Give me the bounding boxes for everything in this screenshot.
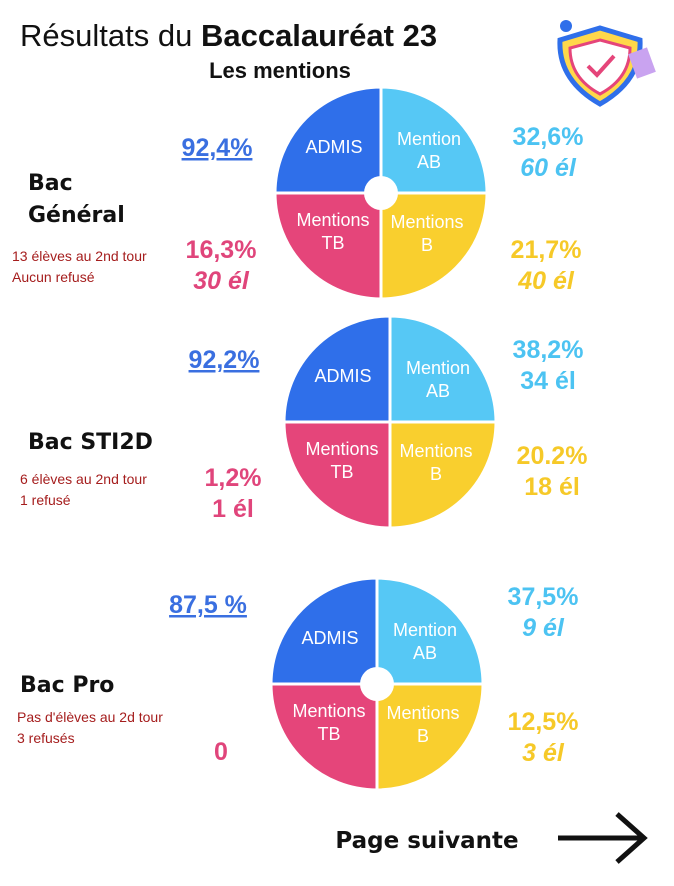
quadrant-label-line: B [421, 235, 433, 255]
quadrant-label: Mention AB [397, 129, 461, 172]
pie-quadrant [273, 191, 383, 301]
section-note: Pas d'élèves au 2d tour [17, 709, 163, 725]
student-count: 18 él [524, 473, 580, 501]
pie-quadrant [375, 682, 485, 792]
quadrant-label-line: Mentions [386, 703, 459, 723]
pie-quadrant [269, 576, 379, 686]
shield-icon [557, 20, 656, 107]
pie-quadrant [388, 314, 498, 424]
pie-quadrant [379, 191, 489, 301]
student-count: 1 él [212, 495, 254, 523]
quadrant-label-line: ADMIS [305, 137, 362, 157]
mention-rate: 0 [214, 738, 228, 766]
quadrant-label: ADMIS [301, 628, 358, 648]
mention-rate: 37,5% [508, 583, 579, 611]
quadrant-label-line: ADMIS [314, 366, 371, 386]
pie-quadrant [269, 682, 379, 792]
quadrant-label: Mentions TB [292, 701, 365, 744]
title: Résultats du Baccalauréat 23 [20, 18, 437, 53]
mention-rate: 32,6% [513, 123, 584, 151]
student-count: 3 él [522, 739, 565, 767]
student-count: 40 él [517, 267, 575, 295]
quadrant-label-line: ADMIS [301, 628, 358, 648]
mention-rate: 20.2% [517, 442, 588, 470]
section: ADMIS Mention AB Mentions TB Mentions B Bac Géné… [12, 85, 584, 301]
mention-rate: 21,7% [511, 236, 582, 264]
admis-rate: 87,5 % [169, 591, 247, 619]
mention-rate: 38,2% [513, 336, 584, 364]
quadrant-label-line: Mention [393, 620, 457, 640]
pie-quadrant [282, 420, 392, 530]
quadrant-label: Mentions B [390, 212, 463, 255]
mention-rate: 16,3% [186, 236, 257, 264]
student-count: 9 él [522, 614, 565, 642]
section: ADMIS Mention AB Mentions TB Mentions B Bac STI… [20, 314, 588, 530]
title-regular: Résultats du [20, 18, 192, 53]
quadrant-label-line: Mentions [390, 212, 463, 232]
section-name: Général [28, 203, 125, 228]
quadrant-label-line: Mentions [305, 439, 378, 459]
quadrant-label-line: B [430, 464, 442, 484]
pie-quadrant [379, 85, 489, 195]
pie-quadrant [282, 314, 392, 424]
pie-hole [360, 667, 394, 701]
pie-hole [364, 176, 398, 210]
quadrant-label: Mention AB [406, 358, 470, 401]
quadrant-label-line: AB [426, 381, 450, 401]
section-name: Bac [28, 171, 73, 196]
section-note: Aucun refusé [12, 269, 95, 285]
next-page[interactable]: Page suivante [335, 828, 518, 854]
quadrant-label-line: Mentions [399, 441, 472, 461]
quadrant-label: Mention AB [393, 620, 457, 663]
quadrant-label-line: Mentions [292, 701, 365, 721]
quadrant-label: Mentions TB [296, 210, 369, 253]
quadrant-label-line: B [417, 726, 429, 746]
quadrant-label-line: Mention [406, 358, 470, 378]
section-name: Bac STI2D [28, 430, 153, 455]
section-note: 6 élèves au 2nd tour [20, 471, 147, 487]
student-count: 34 él [520, 367, 576, 395]
quadrant-label: Mentions B [386, 703, 459, 746]
admis-rate: 92,2% [189, 346, 260, 374]
section-note: 13 élèves au 2nd tour [12, 248, 147, 264]
title-bold: Baccalauréat 23 [201, 18, 437, 53]
student-count: 30 él [193, 267, 250, 295]
pie-quadrant [375, 576, 485, 686]
quadrant-label-line: Mentions [296, 210, 369, 230]
quadrant-label: ADMIS [314, 366, 371, 386]
section: ADMIS Mention AB Mentions TB Mentions B Bac Pro… [17, 576, 579, 792]
section-note: 1 refusé [20, 492, 71, 508]
section-note: 3 refusés [17, 730, 75, 746]
quadrant-label-line: TB [330, 462, 353, 482]
admis-rate: 92,4% [182, 134, 253, 162]
quadrant-label-line: AB [417, 152, 441, 172]
arrow[interactable] [558, 812, 648, 864]
section-name: Bac Pro [20, 673, 114, 698]
pie-quadrant [273, 85, 383, 195]
quadrant-label: ADMIS [305, 137, 362, 157]
student-count: 60 él [520, 154, 577, 182]
quadrant-label-line: Mention [397, 129, 461, 149]
pie-quadrant [388, 420, 498, 530]
quadrant-label-line: TB [317, 724, 340, 744]
mention-rate: 1,2% [205, 464, 262, 492]
quadrant-label: Mentions B [399, 441, 472, 484]
quadrant-label-line: AB [413, 643, 437, 663]
subtitle: Les mentions [209, 58, 351, 83]
quadrant-label: Mentions TB [305, 439, 378, 482]
quadrant-label-line: TB [321, 233, 344, 253]
mention-rate: 12,5% [508, 708, 579, 736]
